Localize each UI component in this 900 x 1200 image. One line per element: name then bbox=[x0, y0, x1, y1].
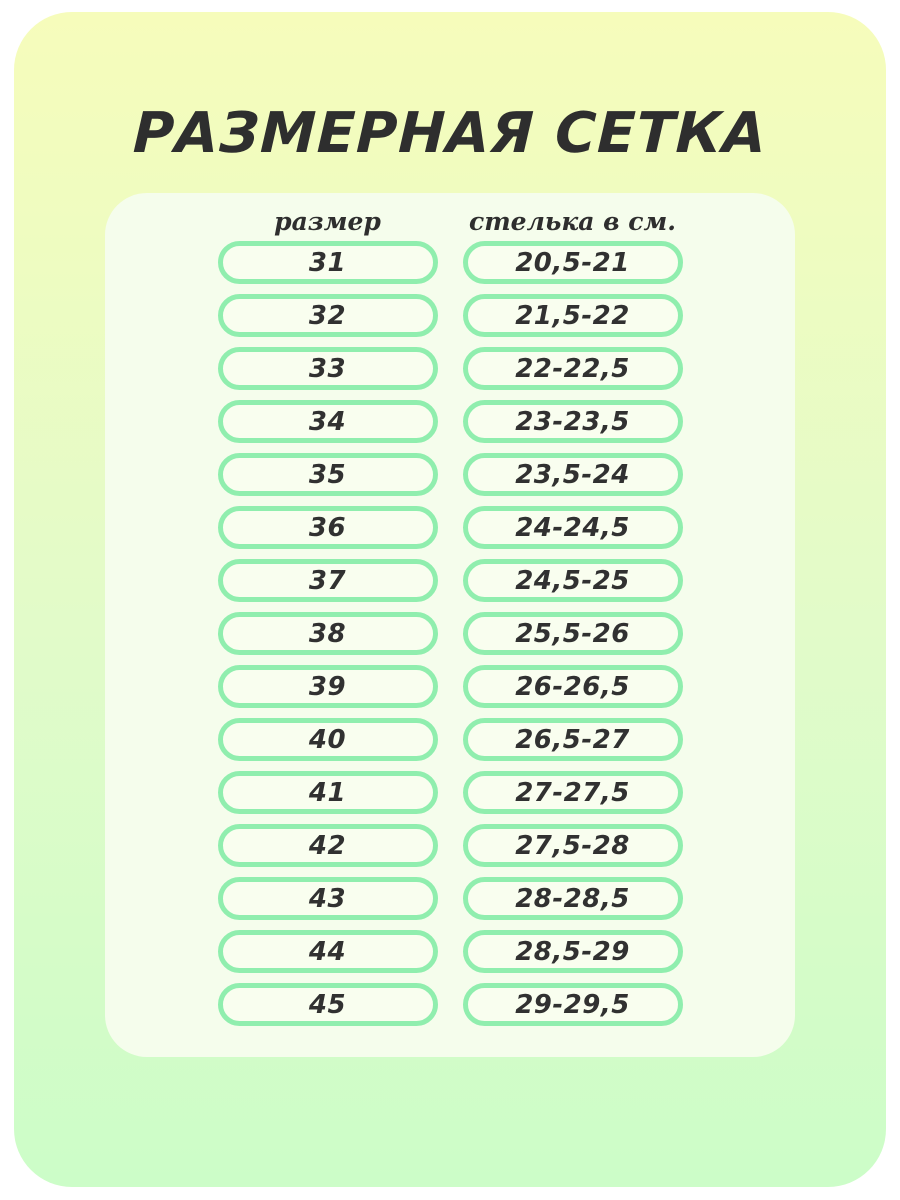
size-pill: 32 bbox=[217, 294, 438, 337]
size-pill: 44 bbox=[217, 930, 438, 973]
table-row: 33 22-22,5 bbox=[105, 347, 795, 390]
size-pill: 45 bbox=[217, 983, 438, 1026]
size-chart-poster: РАЗМЕРНАЯ СЕТКА размер стелька в см. 31 … bbox=[14, 12, 886, 1187]
table-row: 32 21,5-22 bbox=[105, 294, 795, 337]
size-pill: 34 bbox=[217, 400, 438, 443]
table-row: 34 23-23,5 bbox=[105, 400, 795, 443]
size-pill: 41 bbox=[217, 771, 438, 814]
table-row: 41 27-27,5 bbox=[105, 771, 795, 814]
size-table-card: размер стелька в см. 31 20,5-21 32 21,5-… bbox=[105, 193, 795, 1057]
insole-pill: 23-23,5 bbox=[462, 400, 683, 443]
table-row: 42 27,5-28 bbox=[105, 824, 795, 867]
insole-pill: 27,5-28 bbox=[462, 824, 683, 867]
size-pill: 31 bbox=[217, 241, 438, 284]
table-row: 45 29-29,5 bbox=[105, 983, 795, 1026]
size-pill: 39 bbox=[217, 665, 438, 708]
size-pill: 36 bbox=[217, 506, 438, 549]
page-title: РАЗМЕРНАЯ СЕТКА bbox=[132, 101, 768, 166]
table-row: 37 24,5-25 bbox=[105, 559, 795, 602]
table-row: 38 25,5-26 bbox=[105, 612, 795, 655]
size-pill: 42 bbox=[217, 824, 438, 867]
table-row: 43 28-28,5 bbox=[105, 877, 795, 920]
column-headers: размер стелька в см. bbox=[105, 205, 795, 237]
size-table-rows: 31 20,5-21 32 21,5-22 33 22-22,5 34 23-2… bbox=[105, 241, 795, 1026]
insole-pill: 22-22,5 bbox=[462, 347, 683, 390]
insole-column-header: стелька в см. bbox=[468, 206, 676, 236]
table-row: 35 23,5-24 bbox=[105, 453, 795, 496]
insole-pill: 21,5-22 bbox=[462, 294, 683, 337]
insole-pill: 24,5-25 bbox=[462, 559, 683, 602]
size-column-header: размер bbox=[274, 206, 381, 236]
size-pill: 43 bbox=[217, 877, 438, 920]
insole-pill: 28-28,5 bbox=[462, 877, 683, 920]
size-pill: 35 bbox=[217, 453, 438, 496]
size-pill: 40 bbox=[217, 718, 438, 761]
table-row: 36 24-24,5 bbox=[105, 506, 795, 549]
insole-pill: 25,5-26 bbox=[462, 612, 683, 655]
table-row: 44 28,5-29 bbox=[105, 930, 795, 973]
insole-pill: 28,5-29 bbox=[462, 930, 683, 973]
insole-pill: 26-26,5 bbox=[462, 665, 683, 708]
size-pill: 33 bbox=[217, 347, 438, 390]
table-row: 40 26,5-27 bbox=[105, 718, 795, 761]
insole-pill: 20,5-21 bbox=[462, 241, 683, 284]
insole-pill: 27-27,5 bbox=[462, 771, 683, 814]
size-pill: 37 bbox=[217, 559, 438, 602]
table-row: 39 26-26,5 bbox=[105, 665, 795, 708]
insole-pill: 24-24,5 bbox=[462, 506, 683, 549]
insole-pill: 29-29,5 bbox=[462, 983, 683, 1026]
insole-pill: 23,5-24 bbox=[462, 453, 683, 496]
insole-pill: 26,5-27 bbox=[462, 718, 683, 761]
table-row: 31 20,5-21 bbox=[105, 241, 795, 284]
size-pill: 38 bbox=[217, 612, 438, 655]
